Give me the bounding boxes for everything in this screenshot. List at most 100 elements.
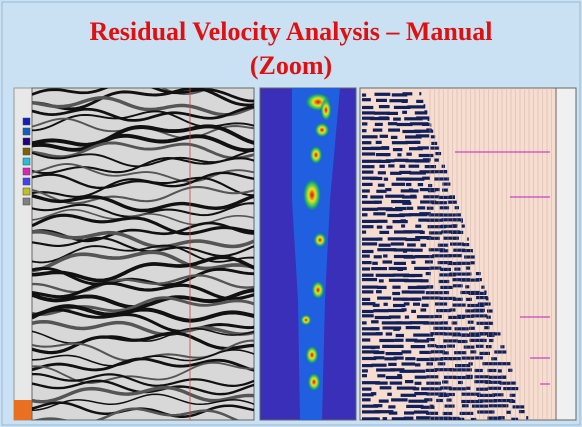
gather-wiggle [446, 344, 455, 348]
gather-wiggle [420, 308, 427, 312]
gather-wiggle [437, 362, 446, 366]
gather-wiggle [438, 279, 450, 284]
gather-wiggle [466, 272, 472, 276]
gather-wiggle [423, 104, 426, 108]
gather-wiggle [405, 140, 419, 144]
gather-wiggle [393, 105, 411, 109]
title-line: (Zoom) [250, 51, 332, 80]
gather-wiggle [469, 326, 475, 330]
gather-wiggle [443, 291, 450, 295]
gather-wiggle [503, 387, 519, 391]
gather-wiggle [385, 352, 403, 356]
gather-wiggle [482, 362, 496, 366]
gather-wiggle [395, 333, 404, 338]
gather-wiggle [415, 236, 432, 240]
tool-button[interactable] [22, 127, 31, 136]
tool-button[interactable] [22, 117, 31, 126]
gather-wiggle [414, 375, 427, 379]
gather-wiggle [424, 260, 433, 264]
seismic-event [32, 176, 254, 198]
gather-wiggle [430, 146, 440, 150]
tool-button[interactable] [22, 157, 31, 166]
gather-wiggle [473, 308, 485, 312]
gather-wiggle [478, 332, 496, 336]
gather-wiggle [425, 368, 437, 372]
tool-button[interactable] [22, 147, 31, 156]
gather-wiggle [453, 375, 473, 380]
gather-wiggle [362, 165, 375, 169]
semblance-panel [259, 87, 357, 421]
gather-wiggle [373, 212, 386, 216]
gather-wiggle [362, 182, 373, 186]
seismic-event [32, 229, 254, 249]
gather-wiggle [362, 254, 370, 258]
gather-wiggle [484, 290, 487, 294]
gather-wiggle [422, 158, 431, 162]
gather-wiggle [495, 362, 511, 366]
gather-wiggle [400, 219, 406, 223]
gather-wiggle [439, 273, 456, 277]
gather-wiggle [451, 333, 469, 337]
gather-wiggle [440, 224, 457, 228]
gather-wiggle [405, 135, 422, 139]
gather-wiggle [362, 116, 375, 120]
tool-button[interactable] [22, 167, 31, 176]
gather-wiggle [478, 399, 497, 403]
gather-wiggle [377, 183, 385, 187]
gather-wiggle [440, 386, 452, 390]
semblance-blob [307, 372, 321, 392]
gather-wiggle [452, 297, 463, 301]
gather-wiggle [376, 368, 395, 372]
gather-wiggle [428, 213, 443, 217]
semblance-blob [320, 98, 332, 122]
gather-wiggle [403, 416, 414, 420]
semblance-blob [313, 232, 327, 248]
gather-wiggle [402, 201, 412, 205]
gather-wiggle [457, 339, 468, 344]
semblance-blob [309, 145, 323, 165]
gather-wiggle [390, 171, 402, 175]
gather-wiggle [469, 332, 487, 336]
gather-wiggle [461, 356, 474, 360]
gather-wiggle [397, 374, 402, 378]
gather-wiggle [388, 278, 409, 282]
gather-wiggle [491, 357, 498, 361]
tool-button[interactable] [22, 137, 31, 146]
gather-wiggle [470, 261, 475, 265]
gather-wiggle [378, 279, 384, 283]
gather-wiggle [439, 206, 450, 210]
gather-wiggle [442, 188, 448, 192]
gather-wiggle [386, 111, 398, 115]
gather-wiggle [401, 290, 411, 294]
tool-buttons [22, 117, 31, 206]
gather-wiggle [370, 346, 376, 350]
gather-wiggle [411, 297, 422, 301]
gather-wiggle [378, 116, 389, 120]
gather-wiggle [397, 153, 402, 157]
gather-wiggle [455, 364, 471, 368]
gather-wiggle [426, 236, 440, 240]
seismic-event [32, 373, 254, 388]
gather-wiggle [418, 153, 434, 158]
gather-wiggle [440, 267, 451, 271]
gather-wiggle [462, 404, 469, 408]
gather-wiggle [416, 416, 431, 420]
gather-wiggle [451, 224, 458, 228]
seismic-event [32, 385, 254, 404]
gather-wiggle [376, 225, 383, 229]
gather-wiggle [428, 231, 443, 235]
gather-wiggle [403, 230, 424, 234]
tool-button[interactable] [14, 400, 32, 420]
gather-wiggle [475, 272, 481, 276]
gather-panel [359, 87, 577, 421]
tool-button[interactable] [22, 187, 31, 196]
gather-wiggle [391, 93, 408, 97]
gather-wiggle [419, 212, 431, 216]
tool-button[interactable] [22, 177, 31, 186]
gather-wiggle [383, 254, 388, 258]
gather-wiggle [387, 213, 405, 218]
gather-wiggle [362, 387, 372, 391]
gather-wiggle [416, 315, 434, 319]
gather-wiggle [419, 230, 425, 234]
tool-button[interactable] [22, 197, 31, 206]
